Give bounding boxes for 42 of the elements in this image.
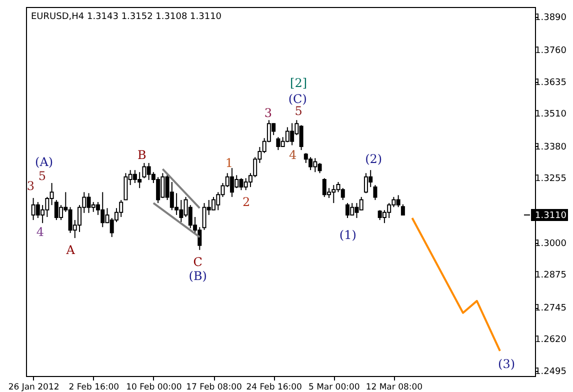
annotation: 2 — [242, 195, 250, 209]
candlestick — [373, 184, 378, 200]
annotation: 1 — [225, 156, 234, 170]
candlestick — [400, 204, 405, 216]
annotation: B — [137, 148, 146, 162]
x-tick-label: 26 Jan 2012 — [8, 382, 60, 392]
annotation: C — [193, 255, 202, 269]
y-tick-label: 1.2495 — [535, 366, 566, 377]
line-series — [411, 217, 501, 352]
annotation: 3 — [26, 179, 35, 193]
text: EURUSD,H4 1.3143 1.3152 1.3108 1.3110 — [31, 12, 222, 22]
x-tick-label: 2 Feb 16:00 — [68, 382, 120, 392]
annotation: 3 — [264, 106, 272, 120]
annotation: 5 — [38, 169, 46, 183]
annotation: (A) — [35, 155, 54, 169]
x-tick-label: 17 Feb 08:00 — [186, 382, 242, 392]
x-tick-label: 5 Mar 00:00 — [308, 382, 360, 392]
y-tick-label: 1.2620 — [535, 335, 567, 346]
x-tick-label: 24 Feb 16:00 — [246, 382, 302, 392]
annotation: 5 — [294, 104, 302, 118]
annotation: (3) — [498, 357, 516, 371]
annotation: (2) — [365, 152, 382, 166]
annotation: 4 — [36, 225, 44, 239]
y-tick-label: 1.3000 — [535, 238, 567, 249]
y-tick-label: 1.3255 — [535, 174, 566, 184]
y-tick-label: 1.3380 — [535, 142, 567, 152]
annotation: (C) — [288, 92, 307, 106]
y-tick-label: 1.3635 — [535, 78, 566, 88]
candlestick — [340, 188, 345, 200]
annotation: 4 — [289, 148, 298, 162]
y-tick-label: 1.2745 — [535, 304, 566, 314]
annotation: (B) — [188, 269, 207, 283]
ref-line-label: 1.3110 — [535, 210, 567, 221]
y-tick-label: 1.3510 — [535, 110, 567, 120]
y-tick-label: 1.2875 — [535, 270, 566, 281]
annotation: (1) — [339, 228, 356, 242]
annotation: [2] — [290, 76, 308, 90]
y-tick-label: 1.3760 — [535, 46, 567, 56]
x-tick-label: 12 Mar 08:00 — [366, 382, 423, 392]
annotation: A — [65, 243, 76, 257]
x-tick-label: 10 Feb 00:00 — [126, 382, 182, 392]
y-tick-label: 1.3890 — [535, 13, 567, 24]
